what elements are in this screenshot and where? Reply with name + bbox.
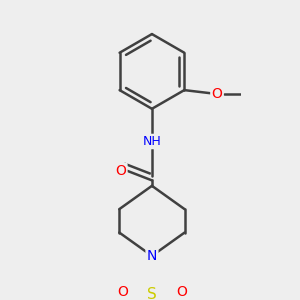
Text: N: N [147, 249, 157, 263]
Text: S: S [147, 287, 157, 300]
Text: O: O [116, 164, 126, 178]
Text: NH: NH [142, 135, 161, 148]
Text: O: O [176, 285, 187, 299]
Text: O: O [117, 285, 128, 299]
Text: O: O [212, 87, 222, 101]
